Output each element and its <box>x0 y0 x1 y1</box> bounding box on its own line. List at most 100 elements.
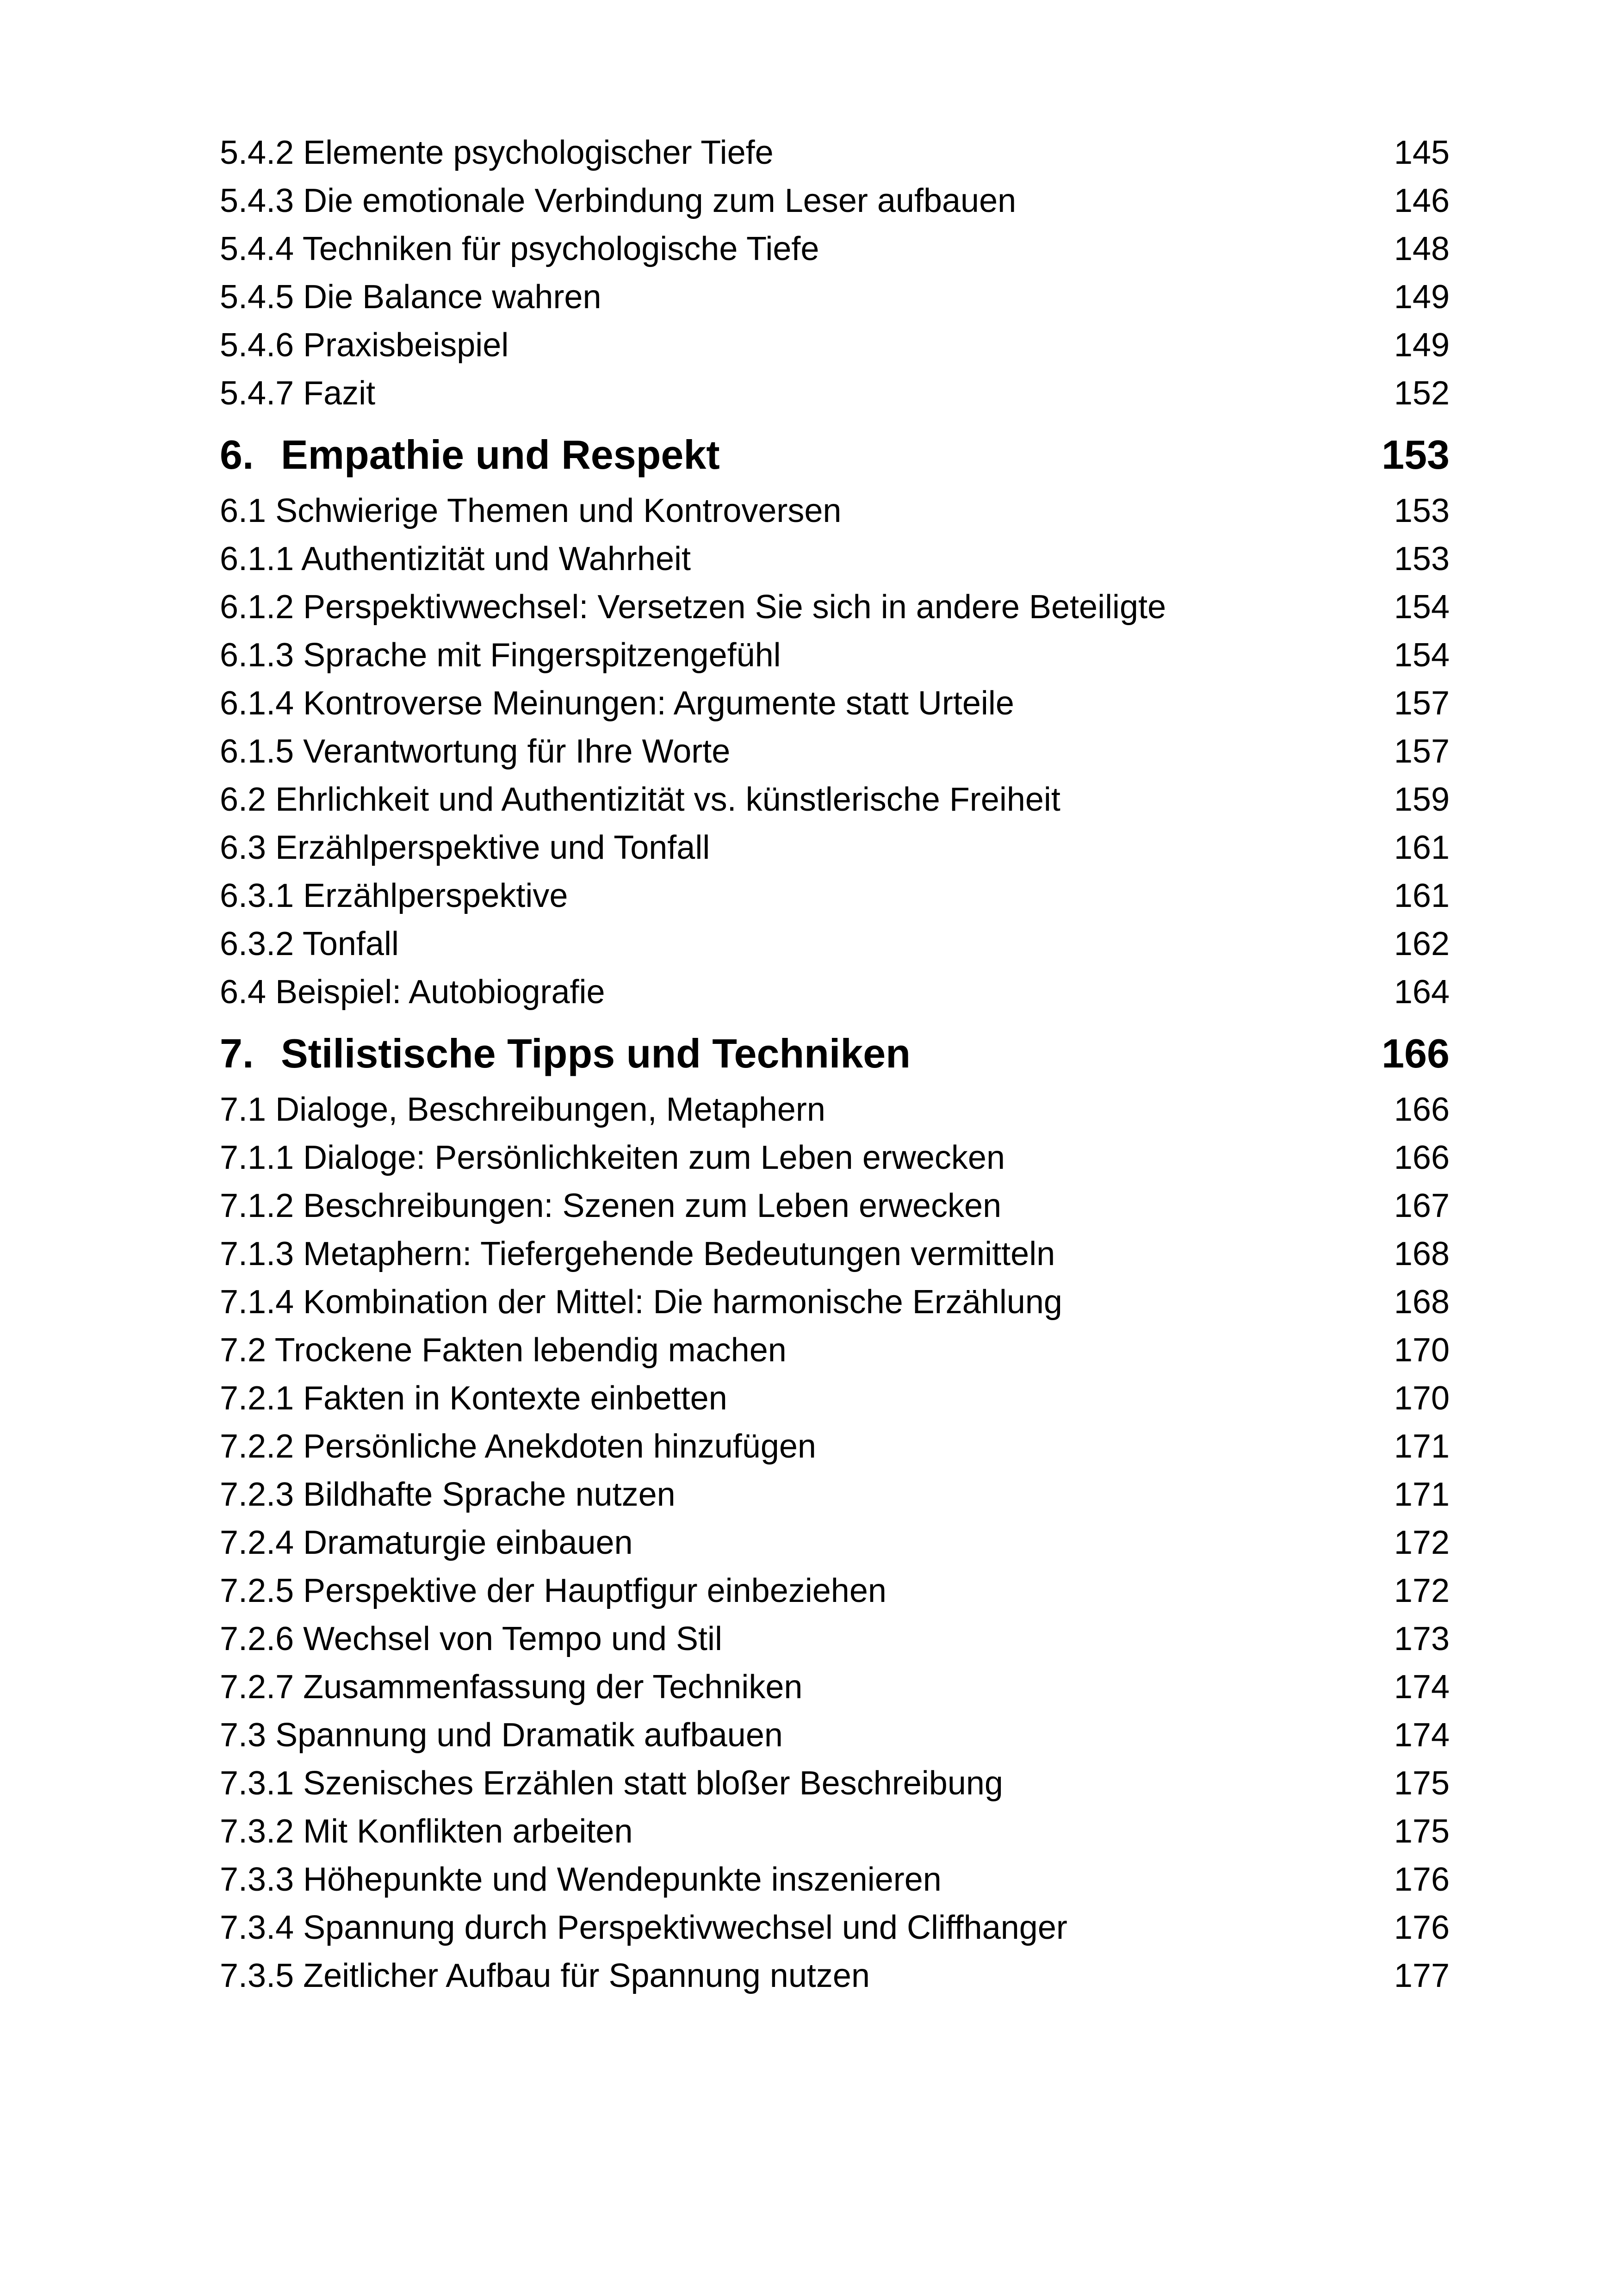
toc-entry-page: 175 <box>1394 1813 1450 1850</box>
toc-entry-page: 168 <box>1394 1235 1450 1272</box>
toc-entry[interactable]: 7.2.2 Persönliche Anekdoten hinzufügen 1… <box>220 1422 1450 1471</box>
toc-entry-title: 7.2.1 Fakten in Kontexte einbetten <box>220 1380 727 1417</box>
toc-entry-title: 6.1.3 Sprache mit Fingerspitzengefühl <box>220 637 781 674</box>
toc-entry-title: 7.1.2 Beschreibungen: Szenen zum Leben e… <box>220 1187 1002 1224</box>
toc-entry[interactable]: 5.4.5 Die Balance wahren 149 <box>220 273 1450 321</box>
toc-entry[interactable]: 7.3.5 Zeitlicher Aufbau für Spannung nut… <box>220 1952 1450 2000</box>
toc-entry[interactable]: 7.2.4 Dramaturgie einbauen 172 <box>220 1519 1450 1567</box>
toc-entry-page: 145 <box>1394 134 1450 171</box>
toc-entry[interactable]: 7.1.4 Kombination der Mittel: Die harmon… <box>220 1278 1450 1326</box>
toc-entry[interactable]: 7.2.7 Zusammenfassung der Techniken 174 <box>220 1663 1450 1711</box>
toc-entry-page: 168 <box>1394 1284 1450 1321</box>
toc-entry[interactable]: 7.2.1 Fakten in Kontexte einbetten 170 <box>220 1374 1450 1422</box>
toc-chapter-label: Stilistische Tipps und Techniken <box>281 1030 911 1076</box>
toc-entry-page: 175 <box>1394 1765 1450 1802</box>
toc-entry-page: 164 <box>1394 974 1450 1011</box>
toc-entry-page: 177 <box>1394 1957 1450 1994</box>
toc-entry-page: 172 <box>1394 1524 1450 1561</box>
toc-entry-title: 7.2.6 Wechsel von Tempo und Stil <box>220 1620 722 1657</box>
toc-entry-title: 6.3.2 Tonfall <box>220 925 399 962</box>
toc-entry-title: 7.2.2 Persönliche Anekdoten hinzufügen <box>220 1428 816 1465</box>
toc-chapter-heading[interactable]: 7. Stilistische Tipps und Techniken 166 <box>220 1026 1450 1081</box>
toc-entry[interactable]: 5.4.4 Techniken für psychologische Tiefe… <box>220 225 1450 273</box>
table-of-contents: 5.4.2 Elemente psychologischer Tiefe 145… <box>220 129 1450 2000</box>
toc-entry-page: 170 <box>1394 1332 1450 1369</box>
toc-entry-page: 170 <box>1394 1380 1450 1417</box>
toc-entry[interactable]: 7.3.1 Szenisches Erzählen statt bloßer B… <box>220 1759 1450 1807</box>
toc-entry-title: 6.1.1 Authentizität und Wahrheit <box>220 540 691 577</box>
toc-entry[interactable]: 7.1.3 Metaphern: Tiefergehende Bedeutung… <box>220 1230 1450 1278</box>
toc-entry-title: 5.4.5 Die Balance wahren <box>220 279 601 316</box>
toc-entry-page: 159 <box>1394 781 1450 818</box>
toc-entry[interactable]: 7.1.2 Beschreibungen: Szenen zum Leben e… <box>220 1182 1450 1230</box>
toc-entry-page: 174 <box>1394 1717 1450 1754</box>
toc-entry[interactable]: 6.4 Beispiel: Autobiografie 164 <box>220 968 1450 1016</box>
toc-entry[interactable]: 6.1.3 Sprache mit Fingerspitzengefühl 15… <box>220 631 1450 679</box>
toc-chapter-page: 166 <box>1382 1030 1450 1076</box>
toc-entry-title: 6.2 Ehrlichkeit und Authentizität vs. kü… <box>220 781 1060 818</box>
toc-entry-page: 167 <box>1394 1187 1450 1224</box>
toc-entry-page: 146 <box>1394 182 1450 219</box>
toc-entry-page: 149 <box>1394 279 1450 316</box>
toc-entry-title: 7.2.4 Dramaturgie einbauen <box>220 1524 633 1561</box>
toc-entry-title: 5.4.7 Fazit <box>220 375 376 412</box>
toc-entry-page: 162 <box>1394 925 1450 962</box>
toc-entry-title: 7.1 Dialoge, Beschreibungen, Metaphern <box>220 1091 825 1128</box>
toc-entry-page: 153 <box>1394 540 1450 577</box>
toc-entry[interactable]: 5.4.2 Elemente psychologischer Tiefe 145 <box>220 129 1450 177</box>
toc-entry[interactable]: 5.4.6 Praxisbeispiel 149 <box>220 321 1450 369</box>
toc-entry-title: 7.2 Trockene Fakten lebendig machen <box>220 1332 787 1369</box>
toc-entry-page: 166 <box>1394 1091 1450 1128</box>
toc-entry[interactable]: 6.1.2 Perspektivwechsel: Versetzen Sie s… <box>220 583 1450 631</box>
toc-entry-page: 161 <box>1394 829 1450 866</box>
toc-entry[interactable]: 7.3.3 Höhepunkte und Wendepunkte inszeni… <box>220 1855 1450 1904</box>
toc-entry[interactable]: 6.3.1 Erzählperspektive 161 <box>220 872 1450 920</box>
toc-entry[interactable]: 7.3.4 Spannung durch Perspektivwechsel u… <box>220 1904 1450 1952</box>
toc-entry[interactable]: 5.4.7 Fazit 152 <box>220 369 1450 417</box>
toc-entry-title: 7.3.4 Spannung durch Perspektivwechsel u… <box>220 1909 1067 1946</box>
toc-entry-page: 161 <box>1394 877 1450 914</box>
toc-entry-title: 7.3 Spannung und Dramatik aufbauen <box>220 1717 783 1754</box>
toc-entry[interactable]: 6.3.2 Tonfall 162 <box>220 920 1450 968</box>
toc-entry[interactable]: 6.2 Ehrlichkeit und Authentizität vs. kü… <box>220 776 1450 824</box>
toc-entry[interactable]: 6.1.1 Authentizität und Wahrheit 153 <box>220 535 1450 583</box>
toc-entry[interactable]: 7.1.1 Dialoge: Persönlichkeiten zum Lebe… <box>220 1134 1450 1182</box>
toc-entry-title: 5.4.6 Praxisbeispiel <box>220 327 509 364</box>
toc-entry[interactable]: 7.3.2 Mit Konflikten arbeiten 175 <box>220 1807 1450 1855</box>
toc-entry-page: 148 <box>1394 230 1450 267</box>
toc-entry-title: 6.1.4 Kontroverse Meinungen: Argumente s… <box>220 685 1014 722</box>
toc-entry[interactable]: 6.1.5 Verantwortung für Ihre Worte 157 <box>220 727 1450 776</box>
toc-entry-page: 152 <box>1394 375 1450 412</box>
toc-entry-title: 7.3.1 Szenisches Erzählen statt bloßer B… <box>220 1765 1003 1802</box>
toc-entry[interactable]: 6.3 Erzählperspektive und Tonfall 161 <box>220 824 1450 872</box>
toc-chapter-heading[interactable]: 6. Empathie und Respekt 153 <box>220 428 1450 482</box>
toc-chapter-title: 6. Empathie und Respekt <box>220 428 720 482</box>
toc-entry[interactable]: 6.1 Schwierige Themen und Kontroversen 1… <box>220 487 1450 535</box>
toc-entry-page: 154 <box>1394 589 1450 626</box>
toc-entry-title: 5.4.3 Die emotionale Verbindung zum Lese… <box>220 182 1017 219</box>
toc-entry[interactable]: 7.2.5 Perspektive der Hauptfigur einbezi… <box>220 1567 1450 1615</box>
toc-entry[interactable]: 6.1.4 Kontroverse Meinungen: Argumente s… <box>220 679 1450 727</box>
toc-entry-page: 157 <box>1394 733 1450 770</box>
toc-entry-page: 173 <box>1394 1620 1450 1657</box>
toc-entry-title: 7.3.5 Zeitlicher Aufbau für Spannung nut… <box>220 1957 870 1994</box>
toc-entry[interactable]: 7.1 Dialoge, Beschreibungen, Metaphern 1… <box>220 1086 1450 1134</box>
toc-entry[interactable]: 7.2.6 Wechsel von Tempo und Stil 173 <box>220 1615 1450 1663</box>
toc-entry-title: 6.3.1 Erzählperspektive <box>220 877 568 914</box>
toc-entry-title: 5.4.2 Elemente psychologischer Tiefe <box>220 134 774 171</box>
toc-entry-page: 149 <box>1394 327 1450 364</box>
toc-entry[interactable]: 7.2.3 Bildhafte Sprache nutzen 171 <box>220 1471 1450 1519</box>
toc-entry-title: 7.1.3 Metaphern: Tiefergehende Bedeutung… <box>220 1235 1055 1272</box>
toc-entry[interactable]: 7.2 Trockene Fakten lebendig machen 170 <box>220 1326 1450 1374</box>
toc-entry-title: 7.2.7 Zusammenfassung der Techniken <box>220 1669 803 1706</box>
toc-entry-title: 7.2.5 Perspektive der Hauptfigur einbezi… <box>220 1572 886 1609</box>
toc-entry-page: 176 <box>1394 1861 1450 1898</box>
toc-entry-page: 157 <box>1394 685 1450 722</box>
toc-chapter-number: 6. <box>220 432 254 478</box>
toc-entry[interactable]: 7.3 Spannung und Dramatik aufbauen 174 <box>220 1711 1450 1759</box>
toc-entry-title: 6.1.2 Perspektivwechsel: Versetzen Sie s… <box>220 589 1166 626</box>
toc-chapter-page: 153 <box>1382 432 1450 478</box>
toc-entry[interactable]: 5.4.3 Die emotionale Verbindung zum Lese… <box>220 177 1450 225</box>
toc-entry-page: 153 <box>1394 492 1450 529</box>
